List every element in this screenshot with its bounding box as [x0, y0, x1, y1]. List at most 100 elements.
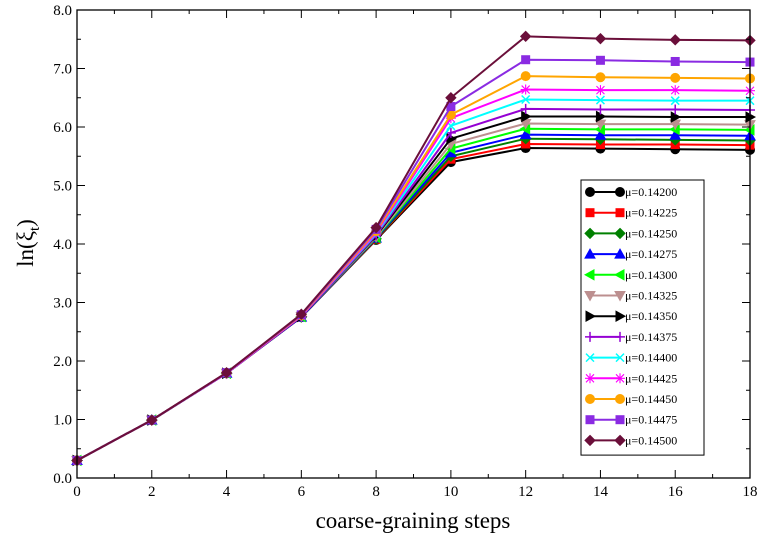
legend-item: μ=0.14325 [584, 289, 677, 303]
data-point [670, 85, 681, 96]
legend-item: μ=0.14200 [585, 185, 677, 199]
data-point [670, 104, 681, 115]
legend-marker [585, 310, 597, 323]
legend-item: μ=0.14400 [585, 351, 677, 365]
data-point [595, 104, 606, 115]
data-point [520, 103, 531, 114]
legend-marker [614, 434, 626, 447]
axes: 0 2 4 6 8 10 12 14 16 18 0.0 1.0 2.0 3.0 4.0 5.0 6.0 7.0 8… [53, 3, 757, 500]
legend-marker [615, 353, 625, 363]
legend-item: μ=0.14450 [585, 392, 677, 406]
data-point [670, 72, 681, 83]
data-point [521, 94, 531, 105]
data-point [594, 119, 607, 131]
series-line [76, 35, 751, 462]
data-point [445, 127, 456, 138]
legend-label: μ=0.14225 [625, 206, 677, 220]
x-tick-label: 16 [668, 484, 684, 500]
legend-marker [615, 394, 625, 404]
legend-marker [615, 208, 625, 218]
data-point [595, 55, 605, 65]
data-point [595, 72, 606, 83]
legend-marker [585, 208, 595, 218]
series-13 [71, 30, 756, 467]
legend: μ=0.14200 μ=0.14225 μ=0.14250 μ=0.14275 μ=0.… [580, 179, 705, 456]
legend-item: μ=0.14475 [585, 413, 677, 427]
data-point [520, 84, 531, 95]
y-tick-label: 3.0 [53, 296, 72, 312]
data-point [595, 95, 605, 105]
legend-marker [584, 434, 596, 447]
legend-item: μ=0.14375 [585, 330, 677, 344]
legend-label: μ=0.14375 [625, 330, 677, 344]
x-tick-label: 0 [73, 484, 81, 500]
data-point [520, 71, 531, 82]
legend-label: μ=0.14450 [625, 392, 677, 406]
data-point [595, 85, 606, 96]
legend-marker [615, 415, 625, 425]
data-point [594, 129, 607, 140]
legend-label: μ=0.14300 [625, 268, 677, 282]
legend-marker [615, 373, 625, 384]
legend-item: μ=0.14350 [585, 309, 677, 323]
legend-marker [584, 291, 596, 302]
data-point [670, 111, 682, 123]
legend-marker [584, 248, 596, 259]
legend-label: μ=0.14425 [625, 371, 677, 385]
y-tick-label: 6.0 [53, 120, 72, 136]
y-tick-label: 7.0 [53, 62, 72, 78]
data-point [445, 92, 457, 104]
x-tick-label: 2 [148, 484, 156, 500]
legend-item: μ=0.14300 [583, 268, 677, 282]
data-point [519, 128, 532, 140]
legend-label: μ=0.14200 [625, 185, 677, 199]
data-point [519, 30, 532, 43]
legend-item: μ=0.14500 [584, 433, 677, 447]
data-point [220, 366, 233, 379]
x-tick-label: 10 [443, 484, 458, 500]
legend-marker [615, 187, 625, 197]
legend-label: μ=0.14275 [625, 247, 677, 261]
legend-marker [584, 227, 596, 240]
x-axis-title: coarse-graining steps [316, 508, 511, 533]
legend-marker [585, 394, 595, 404]
legend-label: μ=0.14500 [625, 433, 677, 447]
x-tick-label: 12 [518, 484, 533, 500]
legend-label: μ=0.14475 [625, 413, 677, 427]
data-point [594, 32, 607, 45]
series-layer [70, 30, 757, 467]
legend-marker [614, 291, 626, 302]
x-tick-label: 18 [743, 484, 758, 500]
data-point [669, 34, 681, 46]
x-tick-label: 4 [223, 484, 231, 500]
y-tick-label: 1.0 [53, 413, 72, 429]
y-tick-label: 0.0 [53, 471, 72, 487]
data-point [669, 129, 682, 140]
y-axis-title: ln(ξt) [13, 219, 43, 267]
data-point [521, 110, 532, 123]
y-tick-label: 4.0 [53, 237, 72, 253]
data-point [146, 414, 158, 426]
legend-marker [614, 248, 626, 259]
data-point [295, 308, 308, 320]
legend-label: μ=0.14350 [625, 309, 677, 323]
x-tick-label: 8 [372, 484, 380, 500]
legend-marker [585, 415, 595, 425]
legend-marker [585, 187, 595, 197]
y-tick-label: 2.0 [53, 354, 72, 370]
legend-marker [614, 227, 626, 240]
legend-label: μ=0.14325 [625, 289, 677, 303]
legend-marker [613, 268, 625, 281]
legend-marker [585, 331, 595, 342]
y-tick-label: 5.0 [53, 179, 72, 195]
data-point [670, 96, 680, 106]
legend-marker [585, 373, 595, 384]
y-tick-label: 8.0 [53, 3, 72, 19]
legend-marker [615, 310, 627, 323]
legend-marker [615, 331, 625, 342]
data-point [670, 56, 680, 66]
legend-item: μ=0.14250 [584, 226, 677, 240]
legend-item: μ=0.14225 [585, 206, 677, 220]
legend-marker [583, 268, 595, 281]
